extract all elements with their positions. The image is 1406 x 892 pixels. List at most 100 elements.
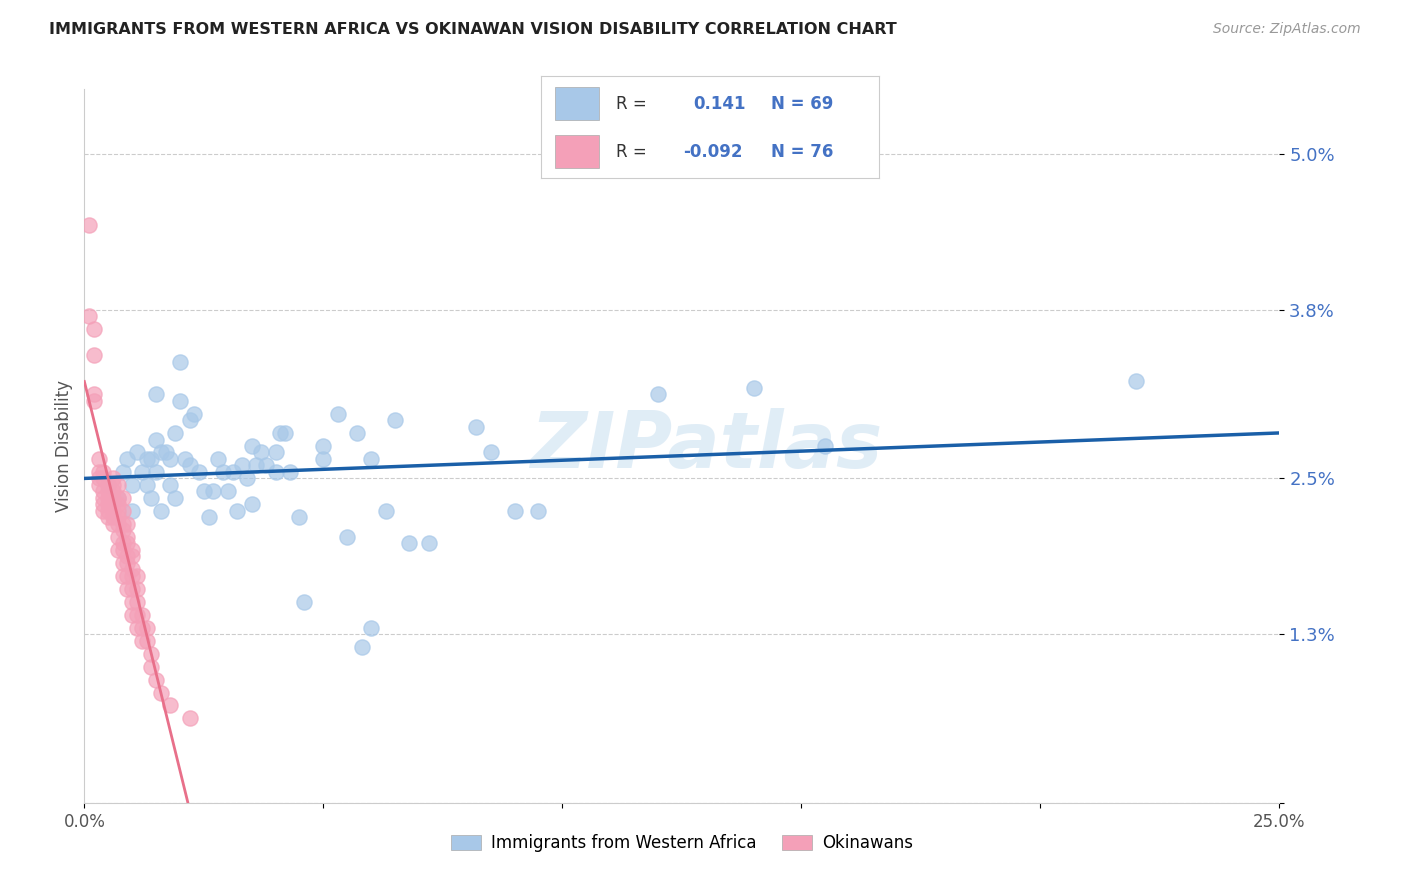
Point [169, 354, 191, 368]
Point [101, 471, 124, 485]
Point [83, 348, 105, 362]
Point [212, 465, 235, 479]
Text: R =: R = [616, 95, 647, 112]
Point [111, 542, 134, 557]
Point [197, 510, 219, 524]
Point [135, 452, 157, 467]
Point [360, 452, 382, 467]
Point [101, 504, 124, 518]
Point [111, 556, 134, 570]
Point [183, 407, 205, 421]
Point [111, 491, 134, 505]
Point [107, 542, 129, 557]
Point [121, 504, 143, 518]
Point [527, 504, 550, 518]
Point [149, 445, 172, 459]
Point [125, 595, 148, 609]
Point [93, 471, 115, 485]
Point [107, 530, 129, 544]
Point [141, 647, 163, 661]
Point [188, 465, 211, 479]
Point [221, 465, 243, 479]
Point [149, 504, 172, 518]
Point [125, 445, 148, 459]
Point [141, 452, 163, 467]
Point [159, 478, 181, 492]
FancyBboxPatch shape [555, 87, 599, 120]
Point [179, 413, 201, 427]
Point [117, 568, 139, 582]
Point [83, 322, 105, 336]
Point [93, 465, 115, 479]
Point [288, 510, 311, 524]
Point [479, 445, 502, 459]
Point [101, 491, 124, 505]
Point [245, 458, 267, 473]
Point [107, 510, 129, 524]
Point [93, 497, 115, 511]
Point [274, 425, 297, 440]
Point [336, 530, 359, 544]
Point [269, 425, 291, 440]
Point [231, 458, 253, 473]
Point [141, 491, 163, 505]
Point [117, 549, 139, 564]
Point [465, 419, 488, 434]
Point [87, 452, 110, 467]
Text: N = 69: N = 69 [770, 95, 834, 112]
Text: ZIPatlas: ZIPatlas [530, 408, 882, 484]
Point [145, 465, 167, 479]
Point [101, 484, 124, 499]
Text: 0.141: 0.141 [693, 95, 745, 112]
Point [111, 516, 134, 531]
Point [107, 516, 129, 531]
Text: IMMIGRANTS FROM WESTERN AFRICA VS OKINAWAN VISION DISABILITY CORRELATION CHART: IMMIGRANTS FROM WESTERN AFRICA VS OKINAW… [49, 22, 897, 37]
Point [117, 452, 139, 467]
Point [121, 542, 143, 557]
Y-axis label: Vision Disability: Vision Disability [55, 380, 73, 512]
Point [121, 562, 143, 576]
Point [125, 568, 148, 582]
Point [165, 491, 187, 505]
Point [503, 504, 526, 518]
Point [217, 484, 239, 499]
Point [97, 491, 120, 505]
Point [250, 445, 273, 459]
Point [111, 465, 134, 479]
Text: R =: R = [616, 143, 647, 161]
Point [384, 413, 406, 427]
Point [131, 607, 153, 622]
Point [125, 582, 148, 596]
Point [117, 530, 139, 544]
Point [418, 536, 440, 550]
Point [125, 607, 148, 622]
Point [207, 452, 229, 467]
Point [131, 633, 153, 648]
Point [83, 387, 105, 401]
Point [278, 465, 301, 479]
Point [240, 497, 263, 511]
Point [135, 478, 157, 492]
Point [87, 471, 110, 485]
Point [236, 471, 259, 485]
Point [101, 497, 124, 511]
Point [131, 621, 153, 635]
Point [350, 640, 373, 654]
Text: N = 76: N = 76 [770, 143, 834, 161]
Point [346, 425, 368, 440]
Point [87, 478, 110, 492]
Point [202, 484, 225, 499]
Point [107, 491, 129, 505]
Text: -0.092: -0.092 [683, 143, 742, 161]
Point [121, 549, 143, 564]
Point [77, 310, 100, 324]
Point [97, 478, 120, 492]
Point [145, 673, 167, 687]
Text: Source: ZipAtlas.com: Source: ZipAtlas.com [1213, 22, 1361, 37]
Point [93, 504, 115, 518]
Point [107, 497, 129, 511]
Point [155, 445, 177, 459]
Point [101, 510, 124, 524]
Point [107, 478, 129, 492]
Point [141, 659, 163, 673]
